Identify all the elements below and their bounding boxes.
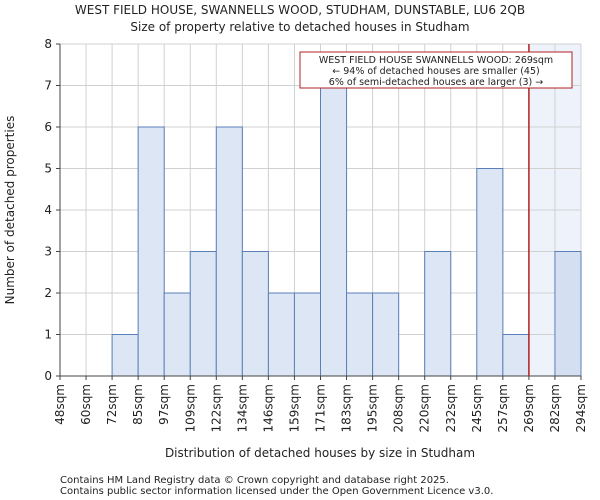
bar-195sqm (372, 292, 400, 377)
y-tick-label: 2 (44, 286, 52, 300)
bar-257sqm (502, 334, 530, 377)
annotation-line3: 6% of semi-detached houses are larger (3… (329, 77, 543, 88)
x-tick-label: 220sqm (418, 384, 432, 432)
x-tick-label: 257sqm (496, 384, 510, 432)
y-axis-label: Number of detached properties (3, 116, 17, 305)
y-tick-label: 5 (44, 162, 52, 176)
y-tick-label: 1 (44, 328, 52, 342)
x-tick-label: 109sqm (183, 384, 197, 432)
bar-85sqm (137, 126, 165, 377)
y-tick-label: 8 (44, 37, 52, 51)
annotation-box (299, 51, 573, 89)
plot-area: 0 1 2 3 4 5 6 7 8 48sqm 60sqm 72sqm 85sqm 97sqm 109sqm… (44, 37, 588, 432)
x-tick-label: 159sqm (287, 384, 301, 432)
bar-72sqm (111, 334, 139, 377)
bar-159sqm (293, 292, 322, 377)
bar-122sqm (215, 126, 243, 377)
footer-line-2: Contains public sector information licen… (60, 486, 493, 497)
chart-title: WEST FIELD HOUSE, SWANNELLS WOOD, STUDHA… (75, 3, 525, 17)
bar-97sqm (163, 292, 191, 377)
chart-subtitle: Size of property relative to detached ho… (130, 20, 469, 34)
annotation-line2: ← 94% of detached houses are smaller (45… (332, 66, 539, 77)
bar-134sqm (241, 251, 269, 377)
x-tick-label: 134sqm (235, 384, 249, 432)
x-tick-label: 171sqm (314, 384, 328, 432)
x-tick-label: 282sqm (548, 384, 562, 432)
bar-220sqm (424, 251, 452, 377)
x-tick-label: 48sqm (53, 384, 67, 425)
y-tick-label: 3 (44, 245, 52, 259)
x-tick-label: 269sqm (522, 384, 536, 432)
x-tick-label: 195sqm (366, 384, 380, 432)
x-axis-label: Distribution of detached houses by size … (165, 446, 475, 460)
x-tick-label: 60sqm (79, 384, 93, 425)
annotation-line1: WEST FIELD HOUSE SWANNELLS WOOD: 269sqm (319, 55, 553, 66)
x-tick-label: 97sqm (157, 384, 171, 425)
x-tick-label: 232sqm (444, 384, 458, 432)
bar-109sqm (189, 251, 217, 377)
x-tick-label: 72sqm (105, 384, 119, 425)
y-tick-label: 0 (44, 369, 52, 383)
x-tick-label: 122sqm (209, 384, 223, 432)
bar-171sqm (320, 85, 348, 377)
y-tick-label: 6 (44, 120, 52, 134)
footer-line-1: Contains HM Land Registry data © Crown c… (60, 475, 449, 486)
x-tick-label: 245sqm (470, 384, 484, 432)
x-tick-label: 294sqm (574, 384, 588, 432)
x-tick-label: 183sqm (340, 384, 354, 432)
bar-146sqm (267, 292, 295, 377)
bar-183sqm (346, 292, 374, 377)
bar-245sqm (476, 168, 504, 377)
bar-282sqm (554, 251, 582, 377)
x-tick-label: 85sqm (131, 384, 145, 425)
x-tick-label: 208sqm (392, 384, 406, 432)
y-tick-label: 7 (44, 79, 52, 93)
x-tick-label: 146sqm (261, 384, 275, 432)
y-tick-label: 4 (44, 203, 52, 217)
